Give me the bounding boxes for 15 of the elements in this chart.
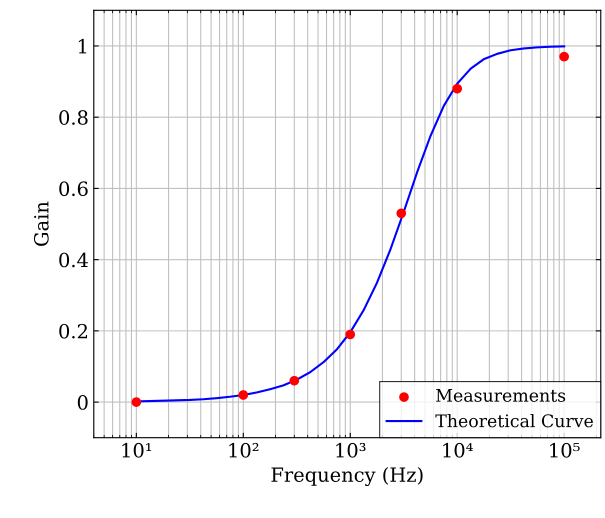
y-tick-label: 0 (78, 395, 88, 410)
x-tick-label: 10⁴ (443, 442, 473, 458)
y-tick-label: 0.4 (59, 252, 88, 268)
legend-label: Measurements (436, 389, 566, 402)
x-axis-title: Frequency (Hz) (271, 466, 423, 486)
x-tick-label: 10¹ (122, 442, 152, 458)
x-tick-label: 10⁵ (550, 442, 580, 458)
y-tick-label: 0.8 (59, 110, 88, 125)
y-tick-label: 0.2 (59, 324, 88, 339)
y-tick-label: 0.6 (59, 181, 88, 196)
x-tick-label: 10² (229, 442, 258, 458)
legend-label: Theoretical Curve (435, 414, 593, 428)
y-tick-label: 1 (78, 38, 86, 54)
y-axis-title: Gain (34, 202, 49, 246)
x-tick-label: 10³ (336, 442, 366, 458)
